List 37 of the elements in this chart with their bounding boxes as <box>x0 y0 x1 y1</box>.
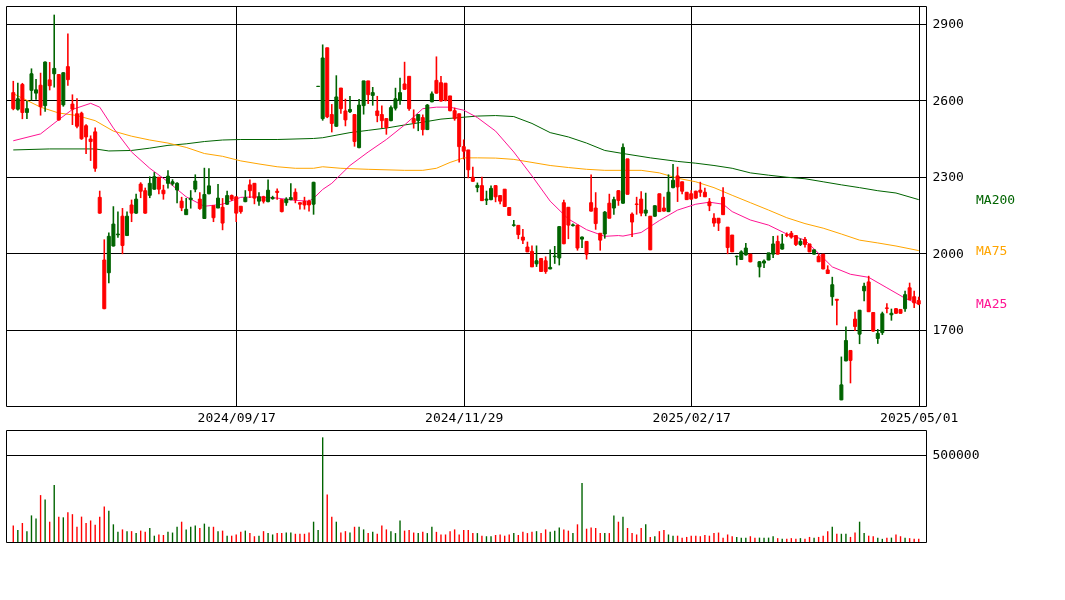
candlestick <box>120 207 125 255</box>
y-tick-label: 2300 <box>932 169 964 185</box>
candlestick <box>534 244 539 268</box>
text: MA25 <box>976 296 1008 312</box>
y-tick-label: 2000 <box>932 245 964 261</box>
text: MA75 <box>976 242 1008 258</box>
candlestick <box>220 197 225 231</box>
candlestick <box>252 182 257 206</box>
x-tick-label: 2025/05/01 <box>880 409 959 425</box>
y-tick-label: 500000 <box>932 447 980 462</box>
x-tick-label: 2024/09/17 <box>197 409 276 425</box>
candlestick <box>311 181 316 216</box>
candlestick <box>580 235 585 249</box>
y-tick-label: 2900 <box>932 16 964 32</box>
candlestick <box>352 113 357 148</box>
candlestick <box>848 349 853 385</box>
candlestick <box>857 309 862 345</box>
candlestick <box>584 240 589 261</box>
candlestick <box>657 192 662 213</box>
candlestick <box>666 173 671 213</box>
candlestick <box>675 165 680 203</box>
y-tick-label: 1700 <box>932 322 964 338</box>
candlestick <box>839 355 844 401</box>
x-tick-label: 2025/02/17 <box>652 409 731 425</box>
candlestick <box>725 226 730 255</box>
candlestick <box>202 166 207 220</box>
y-tick-label: 2600 <box>932 92 964 108</box>
candlestick <box>38 71 43 117</box>
x-tick-label: 2024/11/29 <box>425 409 504 425</box>
candlestick <box>70 93 75 126</box>
candlestick <box>29 67 34 102</box>
candlestick <box>575 224 580 252</box>
candlestick <box>648 215 653 251</box>
text: MA200 <box>976 191 1016 207</box>
candlestick <box>20 82 25 120</box>
candlestick <box>129 198 134 223</box>
candlestick <box>625 158 630 196</box>
